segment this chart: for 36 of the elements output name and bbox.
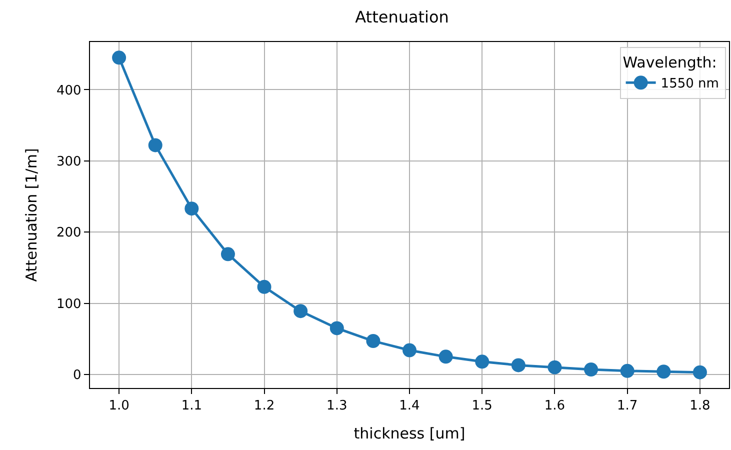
y-tick-label: 400 — [56, 83, 82, 98]
y-tick-label: 300 — [56, 154, 82, 170]
point — [438, 350, 453, 364]
point — [220, 247, 235, 262]
x-tick-label: 1.4 — [399, 398, 420, 414]
chart-title: Attenuation — [355, 7, 449, 26]
point — [511, 358, 526, 372]
point — [112, 50, 126, 65]
x-tick-label: 1.2 — [254, 398, 275, 414]
point — [257, 280, 272, 294]
x-tick-label: 1.7 — [616, 398, 638, 414]
x-tick-label: 1.8 — [690, 398, 710, 414]
point — [620, 364, 634, 378]
y-tick-label: 100 — [56, 296, 82, 312]
point — [184, 202, 199, 216]
point — [475, 354, 490, 369]
point — [692, 365, 707, 380]
x-axis-title: thickness [um] — [354, 424, 466, 443]
x-tick-label: 1.1 — [181, 398, 202, 414]
point — [294, 304, 308, 318]
x-tick-label: 1.3 — [326, 398, 348, 414]
x-tick-label: 1.5 — [472, 398, 492, 414]
point — [548, 360, 562, 374]
point — [148, 138, 162, 152]
legend-label: 1550 nm — [660, 76, 719, 92]
point — [330, 321, 344, 336]
point — [402, 343, 416, 358]
x-tick-label: 1.6 — [544, 398, 566, 414]
y-axis-title: Attenuation [1/m] — [22, 148, 41, 282]
point — [656, 364, 671, 379]
y-tick-label: 0 — [73, 368, 82, 384]
point — [584, 362, 598, 376]
legend-title: Wavelength: — [622, 54, 717, 72]
point — [366, 334, 380, 348]
y-tick-label: 200 — [56, 226, 82, 241]
x-tick-label: 1.0 — [108, 398, 130, 414]
